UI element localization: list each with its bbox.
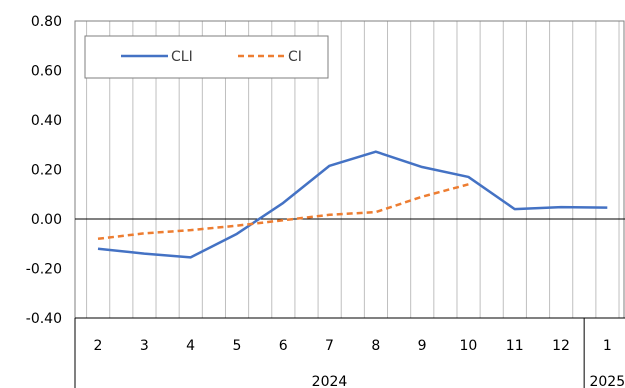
x-tick-label: 9 [418, 338, 427, 354]
y-tick-label: -0.40 [26, 311, 62, 327]
y-tick-labels: 0.80 0.60 0.40 0.20 0.00 -0.20 -0.40 [26, 14, 62, 327]
x-tick-label: 6 [279, 338, 288, 354]
x-tick-label: 5 [232, 338, 241, 354]
x-tick-label: 11 [506, 338, 524, 354]
x-tick-label: 1 [603, 338, 612, 354]
y-tick-label: 0.20 [31, 163, 62, 179]
x-group-labels: 2024 2025 [312, 318, 625, 388]
axes [74, 20, 625, 388]
legend: CLI CI [84, 35, 329, 79]
y-tick-label: 0.40 [31, 113, 62, 129]
year-label: 2025 [589, 374, 625, 388]
y-tick-label: 0.00 [31, 212, 62, 228]
x-tick-label: 3 [140, 338, 149, 354]
x-tick-label: 4 [186, 338, 195, 354]
legend-label-ci: CI [288, 49, 302, 65]
x-tick-label: 8 [371, 338, 380, 354]
x-tick-label: 2 [94, 338, 103, 354]
x-tick-label: 10 [459, 338, 477, 354]
y-tick-label: 0.80 [31, 14, 62, 30]
x-tick-label: 12 [552, 338, 570, 354]
y-tick-label: -0.20 [26, 262, 62, 278]
legend-label-cli: CLI [171, 49, 193, 65]
y-tick-label: 0.60 [31, 64, 62, 80]
series-line-cli [97, 150, 608, 259]
series-line-ci [97, 183, 469, 241]
x-tick-label: 7 [325, 338, 334, 354]
year-label: 2024 [312, 374, 348, 388]
series-lines [97, 150, 608, 259]
x-tick-labels: 2 3 4 5 6 7 8 9 10 11 12 1 [94, 338, 612, 354]
